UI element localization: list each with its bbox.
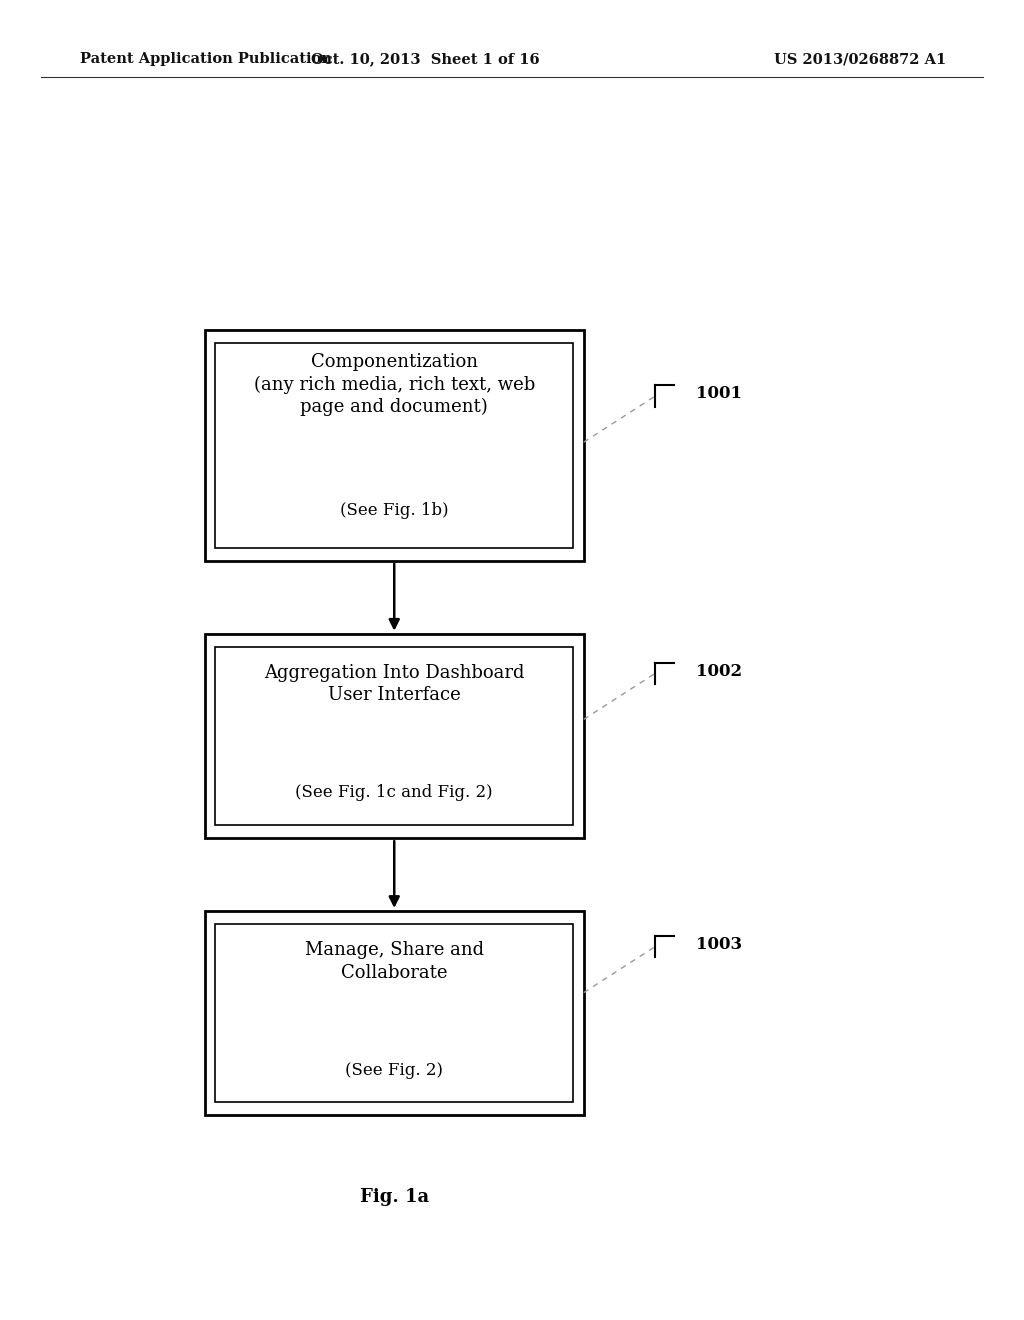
Text: (See Fig. 2): (See Fig. 2) xyxy=(345,1061,443,1078)
Bar xyxy=(205,330,584,561)
Text: Patent Application Publication: Patent Application Publication xyxy=(80,53,332,66)
Bar xyxy=(215,924,573,1102)
Text: Manage, Share and
Collaborate: Manage, Share and Collaborate xyxy=(305,941,483,982)
Text: Componentization
(any rich media, rich text, web
page and document): Componentization (any rich media, rich t… xyxy=(254,354,535,416)
Text: Aggregation Into Dashboard
User Interface: Aggregation Into Dashboard User Interfac… xyxy=(264,664,524,705)
Text: (See Fig. 1b): (See Fig. 1b) xyxy=(340,503,449,520)
Bar xyxy=(205,911,584,1115)
Bar xyxy=(215,343,573,548)
Text: 1003: 1003 xyxy=(696,936,742,953)
Text: 1002: 1002 xyxy=(696,663,742,680)
Text: 1001: 1001 xyxy=(696,385,742,403)
Text: Oct. 10, 2013  Sheet 1 of 16: Oct. 10, 2013 Sheet 1 of 16 xyxy=(310,53,540,66)
Bar xyxy=(205,634,584,838)
Text: US 2013/0268872 A1: US 2013/0268872 A1 xyxy=(774,53,946,66)
Bar xyxy=(215,647,573,825)
Text: Fig. 1a: Fig. 1a xyxy=(359,1188,429,1206)
Text: (See Fig. 1c and Fig. 2): (See Fig. 1c and Fig. 2) xyxy=(296,784,493,801)
